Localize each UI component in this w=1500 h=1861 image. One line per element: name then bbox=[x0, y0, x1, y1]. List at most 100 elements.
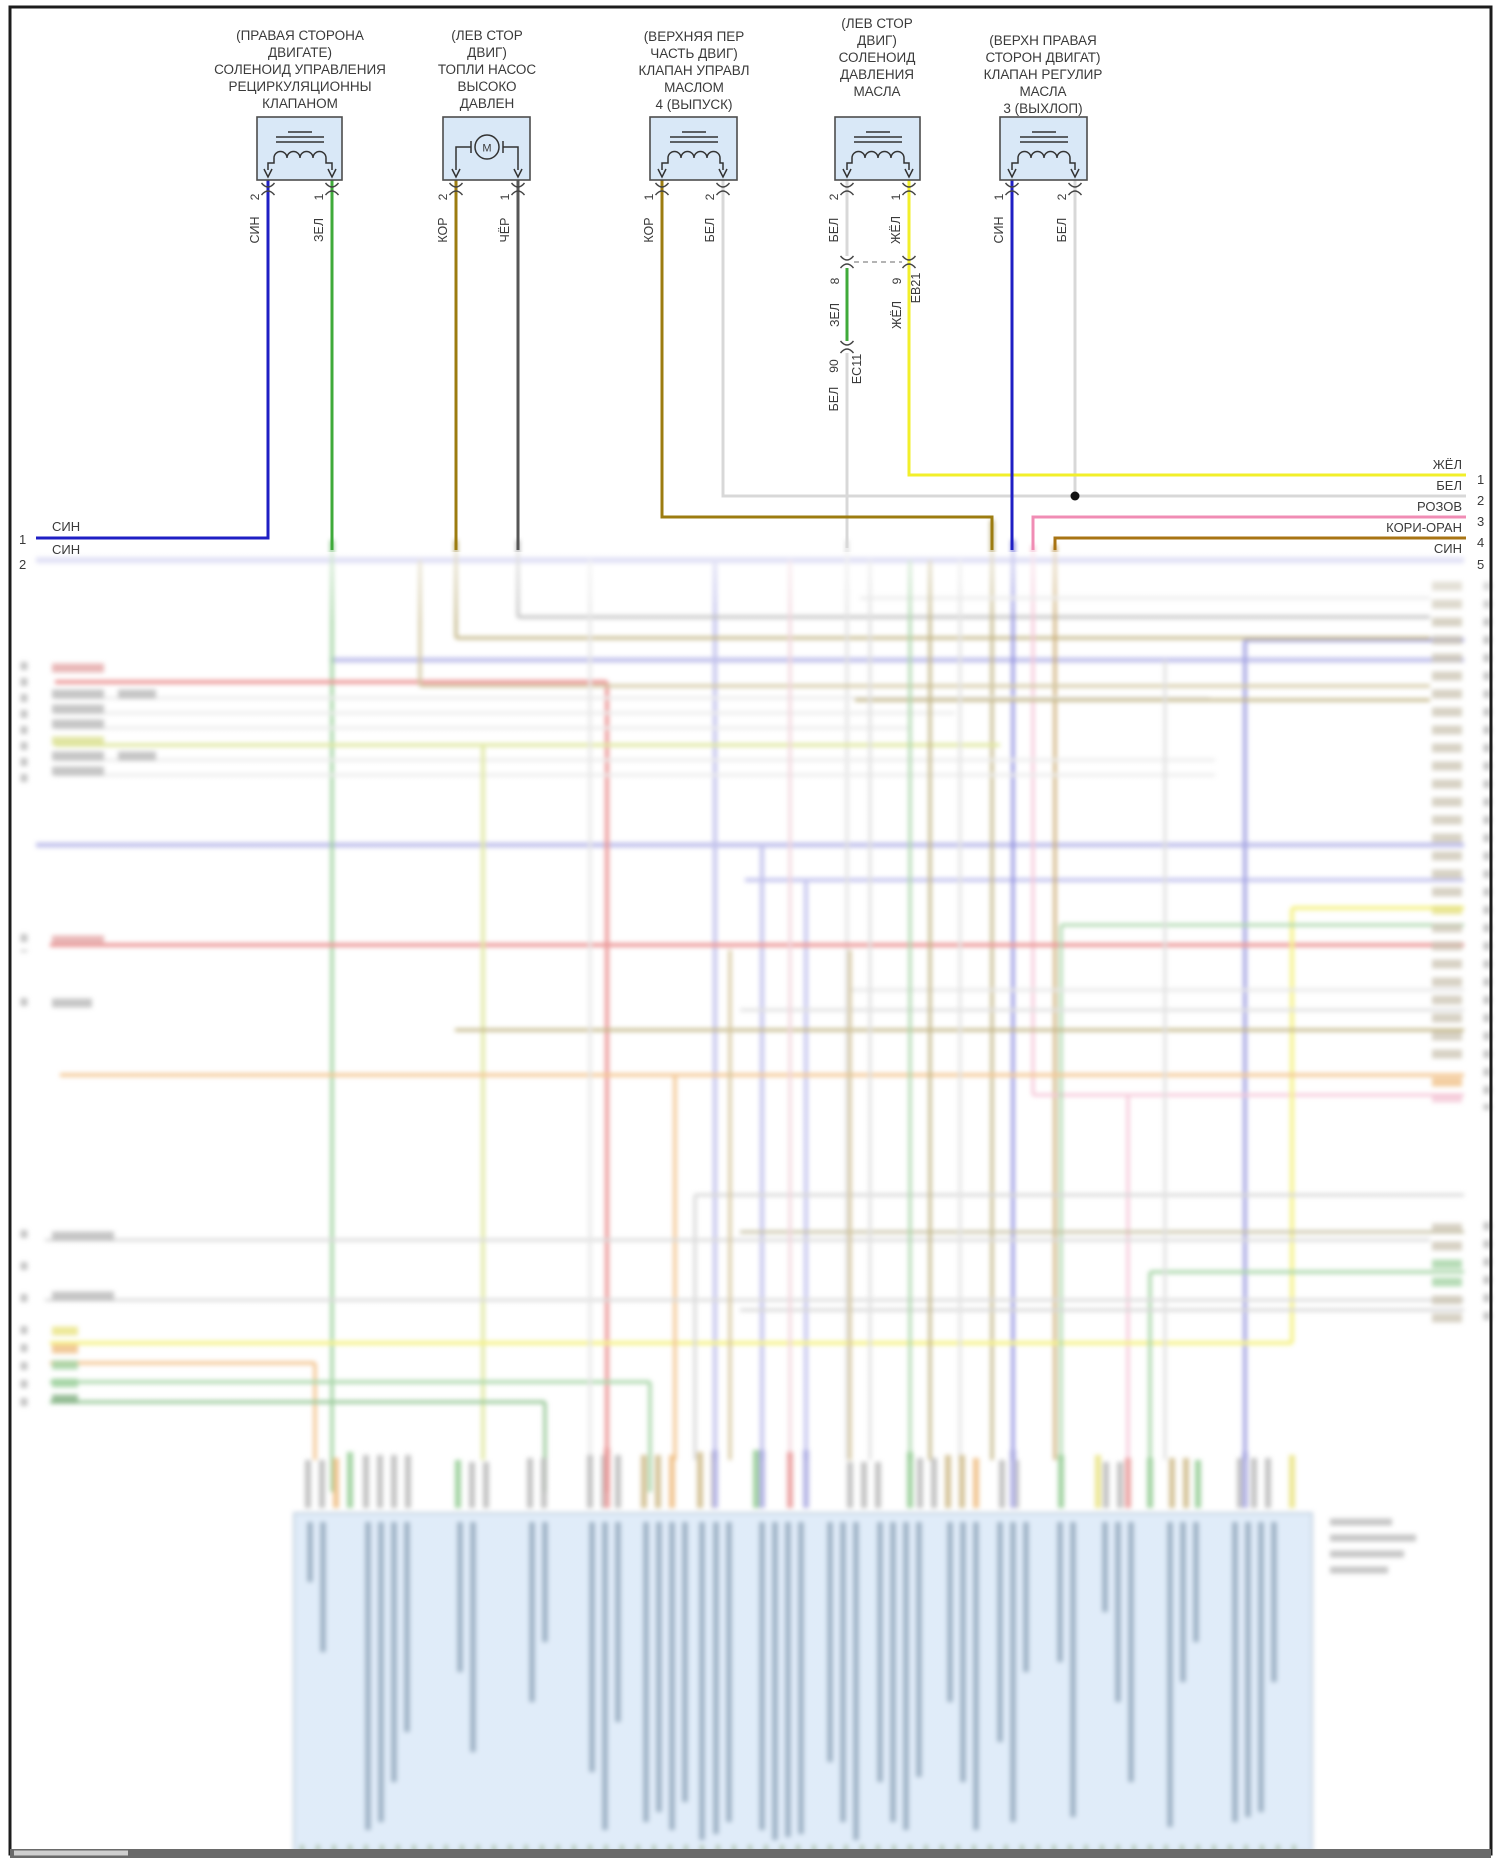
component-box bbox=[442, 116, 531, 181]
pin-bracket-icon bbox=[448, 182, 526, 196]
svg-text:2: 2 bbox=[1055, 193, 1069, 200]
svg-text:КЛАПАН РЕГУЛИР: КЛАПАН РЕГУЛИР bbox=[984, 67, 1103, 82]
svg-text:КОРИ-ОРАН: КОРИ-ОРАН bbox=[1386, 520, 1462, 535]
pin-bracket-icon bbox=[1004, 182, 1083, 196]
svg-text:2: 2 bbox=[19, 557, 26, 572]
connector-name: EB21 bbox=[909, 273, 923, 304]
motor-icon bbox=[451, 134, 523, 179]
svg-text:2: 2 bbox=[827, 193, 841, 200]
svg-text:МАСЛА: МАСЛА bbox=[1019, 84, 1066, 99]
svg-text:БЕЛ: БЕЛ bbox=[703, 218, 717, 243]
component-box bbox=[649, 116, 738, 181]
pin-number: 2 bbox=[248, 193, 262, 200]
svg-text:ЧЁР: ЧЁР bbox=[498, 217, 512, 242]
svg-text:БЕЛ: БЕЛ bbox=[1055, 218, 1069, 243]
svg-text:2: 2 bbox=[436, 193, 450, 200]
svg-text:(ВЕРХНЯЯ ПЕР: (ВЕРХНЯЯ ПЕР bbox=[644, 29, 745, 44]
svg-text:3 (ВЫХЛОП): 3 (ВЫХЛОП) bbox=[1003, 101, 1082, 116]
svg-text:4: 4 bbox=[1477, 535, 1484, 550]
pin-number: 1 bbox=[312, 193, 326, 200]
motor-letter: M bbox=[482, 143, 491, 155]
svg-text:СИН: СИН bbox=[52, 542, 80, 557]
svg-text:1: 1 bbox=[889, 193, 903, 200]
svg-text:БЕЛ: БЕЛ bbox=[827, 218, 841, 243]
connector-bracket-icon bbox=[839, 340, 855, 354]
svg-text:ЖЁЛ: ЖЁЛ bbox=[889, 216, 903, 244]
component-egr-control-solenoid: (ПРАВАЯ СТОРОНА ДВИГАТЕ) СОЛЕНОИД УПРАВЛ… bbox=[214, 28, 386, 244]
wire-sin-comp1 bbox=[36, 178, 270, 540]
svg-text:КЛАПАНОМ: КЛАПАНОМ bbox=[262, 96, 338, 111]
component-high-pressure-fuel-pump: (ЛЕВ СТОР ДВИГ) ТОПЛИ НАСОС ВЫСОКО ДАВЛЕ… bbox=[436, 28, 536, 243]
svg-text:(ЛЕВ СТОР: (ЛЕВ СТОР bbox=[451, 28, 523, 43]
svg-text:ДАВЛЕН: ДАВЛЕН bbox=[460, 96, 515, 111]
component-oil-regulator-valve-3: (ВЕРХН ПРАВАЯ СТОРОН ДВИГАТ) КЛАПАН РЕГУ… bbox=[984, 33, 1103, 244]
svg-text:ДАВЛЕНИЯ: ДАВЛЕНИЯ bbox=[840, 67, 914, 82]
svg-text:ЧАСТЬ ДВИГ): ЧАСТЬ ДВИГ) bbox=[650, 46, 738, 61]
svg-text:5: 5 bbox=[1477, 557, 1484, 572]
svg-text:ДВИГ): ДВИГ) bbox=[857, 33, 897, 48]
exit-pin-number: 1 bbox=[1477, 472, 1484, 487]
svg-text:ВЫСОКО: ВЫСОКО bbox=[457, 79, 516, 94]
solenoid-icon bbox=[842, 131, 914, 179]
svg-text:СТОРОН ДВИГАТ): СТОРОН ДВИГАТ) bbox=[985, 50, 1100, 65]
wire-zhyol-comp4 bbox=[907, 178, 1466, 477]
wire-color-label: ЗЕЛ bbox=[312, 218, 326, 242]
inline-connector-ec11: 90 EC11 БЕЛ bbox=[827, 340, 864, 412]
svg-text:МАСЛОМ: МАСЛОМ bbox=[664, 80, 724, 95]
svg-text:БЕЛ: БЕЛ bbox=[827, 387, 841, 412]
left-exit-labels: СИН 1 СИН 2 bbox=[19, 519, 80, 572]
svg-text:ДВИГАТЕ): ДВИГАТЕ) bbox=[268, 45, 332, 60]
svg-text:(ЛЕВ СТОР: (ЛЕВ СТОР bbox=[841, 16, 913, 31]
svg-text:3: 3 bbox=[1477, 514, 1484, 529]
page-border bbox=[8, 5, 1493, 1856]
bottom-band bbox=[10, 1849, 1491, 1858]
connector-bracket-icon bbox=[839, 255, 917, 269]
svg-text:ЖЁЛ: ЖЁЛ bbox=[890, 301, 904, 329]
wire-kor-comp3 bbox=[660, 178, 994, 550]
svg-text:КОР: КОР bbox=[642, 217, 656, 242]
svg-text:СОЛЕНОИД УПРАВЛЕНИЯ: СОЛЕНОИД УПРАВЛЕНИЯ bbox=[214, 62, 386, 77]
svg-text:4 (ВЫПУСК): 4 (ВЫПУСК) bbox=[655, 97, 732, 112]
connector-pin-number: 90 bbox=[827, 359, 841, 373]
right-exit-labels: ЖЁЛ 1 БЕЛ 2 РОЗОВ 3 КОРИ-ОРАН 4 СИН 5 bbox=[1386, 457, 1484, 572]
svg-text:МАСЛА: МАСЛА bbox=[853, 84, 900, 99]
connector-pin-number: 8 bbox=[828, 277, 842, 284]
exit-wire-label: ЖЁЛ bbox=[1433, 457, 1462, 472]
component-box bbox=[834, 116, 921, 181]
inline-connector-eb21: 8 9 EB21 ЗЕЛ ЖЁЛ bbox=[828, 255, 923, 329]
component-oil-control-valve-4: (ВЕРХНЯЯ ПЕР ЧАСТЬ ДВИГ) КЛАПАН УПРАВЛ М… bbox=[639, 29, 750, 243]
connector-name: EC11 bbox=[850, 354, 864, 384]
wire-rozov-exit bbox=[1031, 515, 1466, 550]
svg-text:ДВИГ): ДВИГ) bbox=[467, 45, 507, 60]
svg-text:СОЛЕНОИД: СОЛЕНОИД bbox=[839, 50, 916, 65]
svg-text:2: 2 bbox=[1477, 493, 1484, 508]
svg-text:ТОПЛИ НАСОС: ТОПЛИ НАСОС bbox=[438, 62, 537, 77]
exit-pin-number: 1 bbox=[19, 532, 26, 547]
svg-text:1: 1 bbox=[498, 193, 512, 200]
svg-text:БЕЛ: БЕЛ bbox=[1436, 478, 1462, 493]
svg-text:КЛАПАН УПРАВЛ: КЛАПАН УПРАВЛ bbox=[639, 63, 750, 78]
wire-bel-comp3 bbox=[721, 178, 1466, 498]
connector-pin-number: 9 bbox=[890, 277, 904, 284]
solenoid-icon bbox=[657, 131, 728, 179]
component-oil-pressure-solenoid: (ЛЕВ СТОР ДВИГ) СОЛЕНОИД ДАВЛЕНИЯ МАСЛА … bbox=[827, 16, 921, 244]
component-label: (ПРАВАЯ СТОРОНА bbox=[236, 28, 364, 43]
svg-text:СИН: СИН bbox=[1434, 541, 1462, 556]
svg-text:РЕЦИРКУЛЯЦИОННЫ: РЕЦИРКУЛЯЦИОННЫ bbox=[228, 79, 371, 94]
svg-text:1: 1 bbox=[642, 193, 656, 200]
junction-dot bbox=[1070, 491, 1080, 501]
svg-text:РОЗОВ: РОЗОВ bbox=[1417, 499, 1462, 514]
wire-color-label: СИН bbox=[248, 216, 262, 243]
pin-bracket-icon bbox=[654, 182, 731, 196]
wire-kori-oran-exit bbox=[1053, 536, 1466, 550]
svg-text:2: 2 bbox=[703, 193, 717, 200]
pin-bracket-icon bbox=[839, 182, 917, 196]
pin-bracket-icon bbox=[260, 182, 340, 196]
svg-text:ЗЕЛ: ЗЕЛ bbox=[828, 303, 842, 327]
svg-text:1: 1 bbox=[992, 193, 1006, 200]
svg-text:(ВЕРХН ПРАВАЯ: (ВЕРХН ПРАВАЯ bbox=[989, 33, 1097, 48]
svg-text:КОР: КОР bbox=[436, 217, 450, 242]
component-box bbox=[999, 116, 1088, 181]
